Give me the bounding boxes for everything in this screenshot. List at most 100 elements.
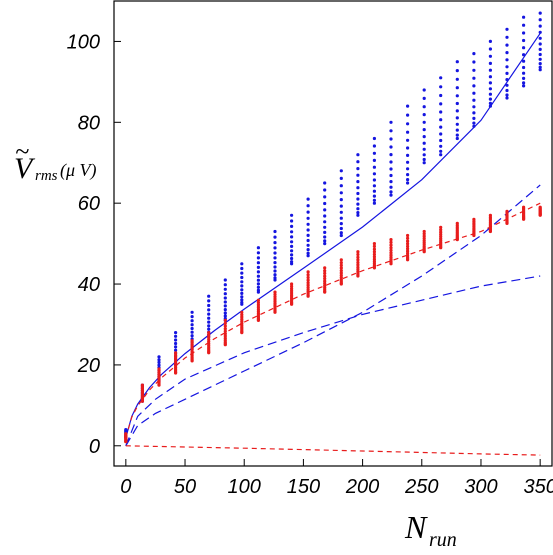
- red-data-point: [389, 246, 393, 250]
- blue-data-point: [522, 81, 526, 85]
- y-axis-title: ~ V rms (μ V): [14, 137, 97, 185]
- red-data-point: [174, 358, 178, 362]
- blue-data-point: [505, 51, 509, 55]
- blue-data-point: [406, 173, 410, 177]
- blue-data-point: [240, 280, 244, 284]
- red-data-point: [439, 230, 443, 234]
- blue-data-point: [240, 266, 244, 271]
- y-tick-label: 60: [78, 193, 100, 215]
- blue-data-point: [538, 11, 542, 15]
- blue-data-point: [240, 284, 244, 288]
- blue-data-point: [472, 111, 476, 115]
- red-data-point: [372, 259, 376, 263]
- blue-data-point: [422, 153, 426, 157]
- blue-data-point: [323, 225, 327, 229]
- blue-data-point: [439, 110, 443, 114]
- x-tick-label: 150: [287, 476, 320, 498]
- blue-data-point: [389, 129, 393, 133]
- blue-data-point: [223, 296, 227, 300]
- blue-data-point: [522, 84, 526, 88]
- blue-data-point: [223, 311, 227, 315]
- blue-data-point: [455, 94, 459, 98]
- red-data-point: [339, 269, 343, 273]
- blue-data-point: [207, 299, 211, 303]
- blue-data-point: [389, 160, 393, 164]
- red-data-point: [207, 335, 211, 339]
- red-data-point: [273, 297, 277, 301]
- blue-data-point: [389, 153, 393, 157]
- blue-data-point: [174, 348, 178, 352]
- red-data-point: [223, 332, 227, 336]
- blue-data-point: [339, 226, 343, 231]
- red-data-point: [323, 274, 327, 278]
- blue-data-point: [290, 230, 294, 234]
- blue-data-point: [256, 265, 260, 269]
- red-data-point: [406, 247, 410, 251]
- blue-data-point: [439, 138, 443, 143]
- blue-data-point: [290, 260, 294, 264]
- blue-data-point: [190, 319, 194, 323]
- blue-data-point: [157, 358, 161, 362]
- red-data-point: [306, 285, 310, 290]
- blue-data-point: [522, 53, 526, 57]
- blue-data-point: [207, 316, 211, 320]
- x-tick-label: 200: [345, 476, 379, 498]
- red-data-point: [207, 331, 211, 335]
- blue-data-point: [472, 105, 476, 109]
- red-data-point: [389, 238, 393, 242]
- blue-data-point: [455, 122, 459, 126]
- blue-data-point: [406, 130, 410, 134]
- red-data-point: [174, 360, 178, 364]
- blue-data-point: [306, 216, 310, 220]
- blue-dashed-curve: [125, 275, 541, 447]
- blue-data-point: [538, 18, 542, 22]
- blue-data-point: [422, 161, 426, 165]
- red-data-point: [240, 310, 244, 314]
- blue-data-point: [240, 262, 244, 266]
- blue-data-point: [339, 191, 343, 195]
- x-axis-title-subscript: run: [429, 529, 457, 551]
- blue-data-point: [406, 122, 410, 126]
- blue-data-point: [223, 308, 227, 312]
- blue-data-point: [472, 116, 476, 120]
- blue-data-point: [505, 71, 509, 75]
- blue-data-point: [472, 84, 476, 88]
- blue-data-point: [455, 60, 459, 64]
- blue-data-point: [240, 291, 244, 295]
- blue-data-point: [339, 216, 343, 220]
- red-data-point: [256, 298, 260, 302]
- blue-data-point: [505, 43, 509, 47]
- blue-data-point: [306, 210, 310, 214]
- red-data-point: [190, 339, 194, 343]
- blue-data-point: [455, 128, 459, 132]
- red-data-point: [240, 315, 244, 319]
- blue-data-point: [422, 88, 426, 92]
- red-data-point: [406, 239, 410, 243]
- red-data-point: [356, 250, 360, 254]
- blue-data-point: [488, 104, 492, 108]
- blue-data-point: [455, 69, 459, 73]
- red-data-point: [522, 205, 526, 209]
- blue-data-point: [323, 208, 327, 212]
- red-data-point: [290, 287, 294, 291]
- blue-data-point: [372, 165, 376, 169]
- blue-data-point: [190, 310, 194, 314]
- red-data-point: [422, 234, 426, 238]
- blue-data-point: [273, 265, 277, 269]
- blue-data-point: [488, 75, 492, 79]
- blue-data-point: [455, 133, 459, 137]
- blue-data-point: [174, 345, 178, 349]
- blue-data-point: [372, 172, 376, 176]
- red-data-point: [422, 229, 426, 234]
- red-data-point: [306, 270, 310, 274]
- red-data-point: [290, 289, 294, 293]
- blue-data-point: [538, 65, 542, 69]
- red-data-point: [422, 232, 426, 236]
- red-data-point: [256, 301, 260, 305]
- blue-data-point: [273, 273, 277, 277]
- blue-data-point: [538, 24, 542, 28]
- x-tick-label: 0: [120, 476, 131, 498]
- blue-data-point: [207, 308, 211, 312]
- blue-data-point: [439, 93, 443, 98]
- blue-data-point: [439, 149, 443, 153]
